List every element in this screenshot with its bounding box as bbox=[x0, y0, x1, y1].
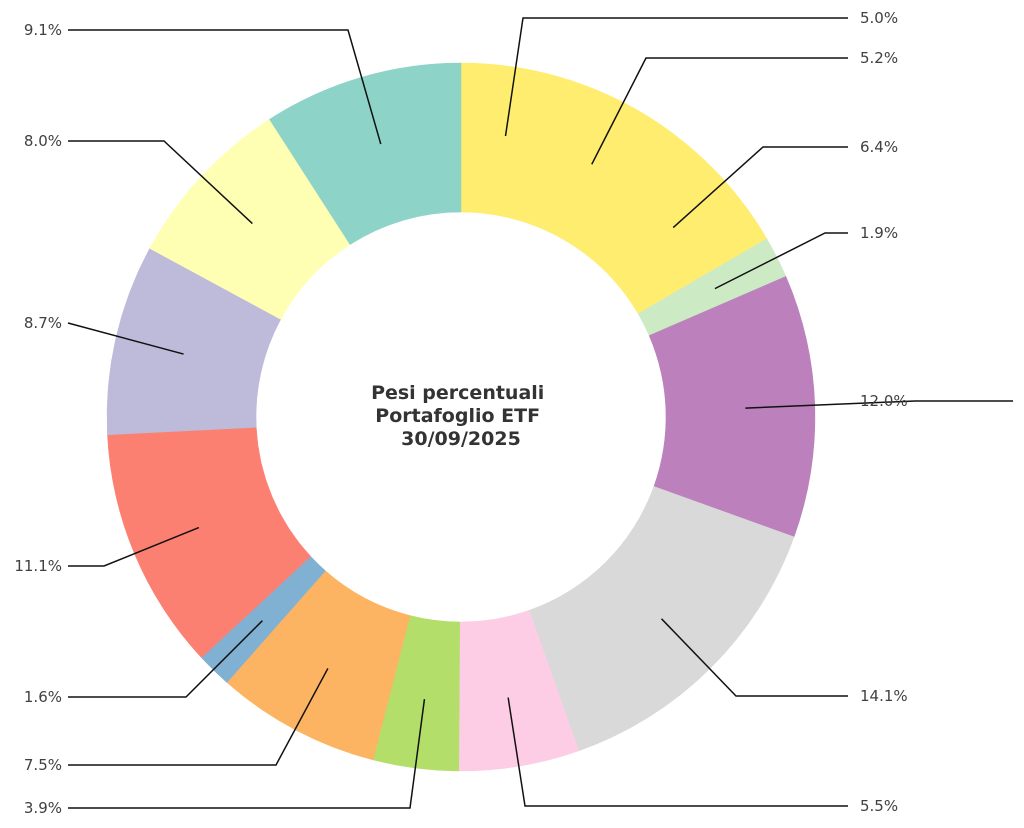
title-line-1: Pesi percentuali bbox=[371, 382, 544, 404]
slice-labels: 5.0% 5.2% 6.4% 1.9% 12.0% 14.1% 5.5% 3.9% 7.5% 1.… bbox=[14, 9, 907, 817]
slice-percent-label: 5.0% bbox=[860, 9, 898, 27]
leader-line bbox=[68, 699, 426, 809]
leader-line bbox=[68, 620, 263, 698]
donut-slice bbox=[528, 486, 795, 752]
title-line-2: Portafoglio ETF bbox=[375, 405, 540, 427]
leader-line bbox=[504, 17, 848, 137]
leader-line bbox=[672, 146, 848, 229]
slice-percent-label: 5.5% bbox=[860, 797, 898, 815]
leader-lines bbox=[67, 17, 1013, 809]
slice-percent-label: 11.1% bbox=[14, 557, 62, 575]
donut-slice bbox=[269, 62, 462, 245]
slice-percent-label: 6.4% bbox=[860, 138, 898, 156]
donut-slices bbox=[106, 62, 816, 772]
leader-line bbox=[68, 668, 329, 766]
leader-line bbox=[745, 400, 1013, 409]
donut-slice bbox=[648, 276, 816, 538]
leader-line bbox=[68, 140, 253, 225]
slice-percent-label: 8.0% bbox=[24, 132, 62, 150]
slice-percent-label: 8.7% bbox=[24, 314, 62, 332]
slice-percent-label: 3.9% bbox=[24, 799, 62, 817]
leader-line bbox=[68, 526, 200, 567]
leader-line bbox=[660, 618, 848, 697]
leader-line bbox=[67, 322, 184, 355]
leader-line bbox=[591, 57, 848, 165]
chart-title: Pesi percentuali Portafoglio ETF 30/09/2… bbox=[371, 382, 551, 450]
leader-line bbox=[507, 697, 848, 807]
slice-percent-label: 1.6% bbox=[24, 688, 62, 706]
slice-percent-label: 12.0% bbox=[860, 392, 908, 410]
slice-percent-label: 1.9% bbox=[860, 224, 898, 242]
slice-percent-label: 5.2% bbox=[860, 49, 898, 67]
slice-percent-label: 7.5% bbox=[24, 756, 62, 774]
title-line-3: 30/09/2025 bbox=[401, 428, 521, 450]
slice-percent-label: 9.1% bbox=[24, 21, 62, 39]
leader-line bbox=[714, 232, 848, 290]
leader-line bbox=[68, 29, 382, 145]
slice-percent-label: 14.1% bbox=[860, 687, 908, 705]
